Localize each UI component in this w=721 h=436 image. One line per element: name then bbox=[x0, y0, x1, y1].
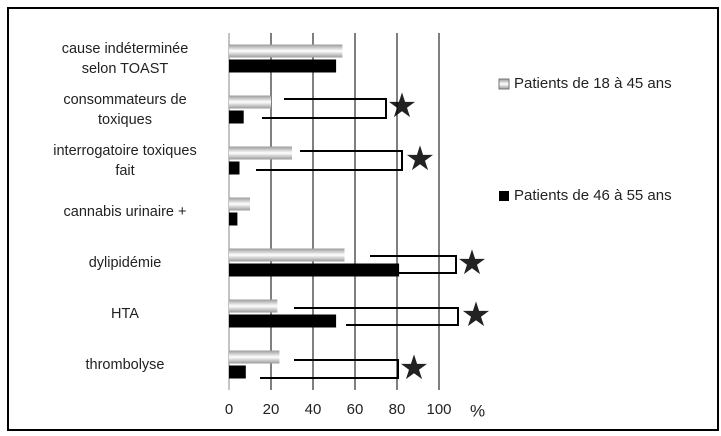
bar bbox=[229, 197, 250, 211]
legend-label: Patients de 46 à 55 ans bbox=[514, 187, 672, 204]
x-tick-label: 100 bbox=[426, 401, 451, 418]
bar bbox=[229, 314, 337, 328]
svg-text:★: ★ bbox=[405, 140, 435, 178]
legend-label: Patients de 18 à 45 ans bbox=[514, 75, 672, 92]
bar bbox=[229, 299, 278, 313]
y-tick-label: HTA bbox=[111, 305, 139, 322]
svg-text:★: ★ bbox=[461, 296, 491, 334]
bar bbox=[229, 212, 238, 226]
x-tick-label: 20 bbox=[263, 401, 280, 418]
x-tick-label: 80 bbox=[389, 401, 406, 418]
frame bbox=[7, 7, 719, 431]
svg-text:★: ★ bbox=[387, 87, 417, 125]
bar bbox=[229, 44, 343, 58]
y-tick-label: interrogatoire toxiques fait bbox=[53, 142, 197, 179]
bar bbox=[229, 95, 271, 109]
bar bbox=[229, 59, 337, 73]
x-tick-label: 0 bbox=[225, 401, 233, 418]
svg-text:★: ★ bbox=[399, 349, 429, 387]
y-tick-label: thrombolyse bbox=[85, 356, 165, 373]
bar bbox=[229, 146, 292, 160]
significance-stars: ★ ★ ★ ★ ★ bbox=[387, 87, 491, 387]
svg-text:★: ★ bbox=[457, 244, 487, 282]
bar bbox=[229, 248, 345, 262]
bar bbox=[229, 110, 244, 124]
bar bbox=[229, 263, 400, 277]
x-tick-label: 60 bbox=[347, 401, 364, 418]
x-tick-label: 40 bbox=[305, 401, 322, 418]
significance-brackets bbox=[256, 98, 459, 379]
x-axis-label: % bbox=[470, 401, 485, 420]
y-tick-label: dylipidémie bbox=[88, 254, 162, 271]
bar bbox=[229, 350, 280, 364]
y-tick-label: cause indéterminée selon TOAST bbox=[61, 40, 189, 77]
y-tick-label: consommateurs de toxiques bbox=[63, 91, 187, 128]
bar bbox=[229, 365, 246, 379]
y-tick-label: cannabis urinaire + bbox=[63, 203, 187, 220]
legend-swatch bbox=[499, 191, 509, 201]
bar bbox=[229, 161, 240, 175]
legend-swatch bbox=[498, 78, 510, 90]
